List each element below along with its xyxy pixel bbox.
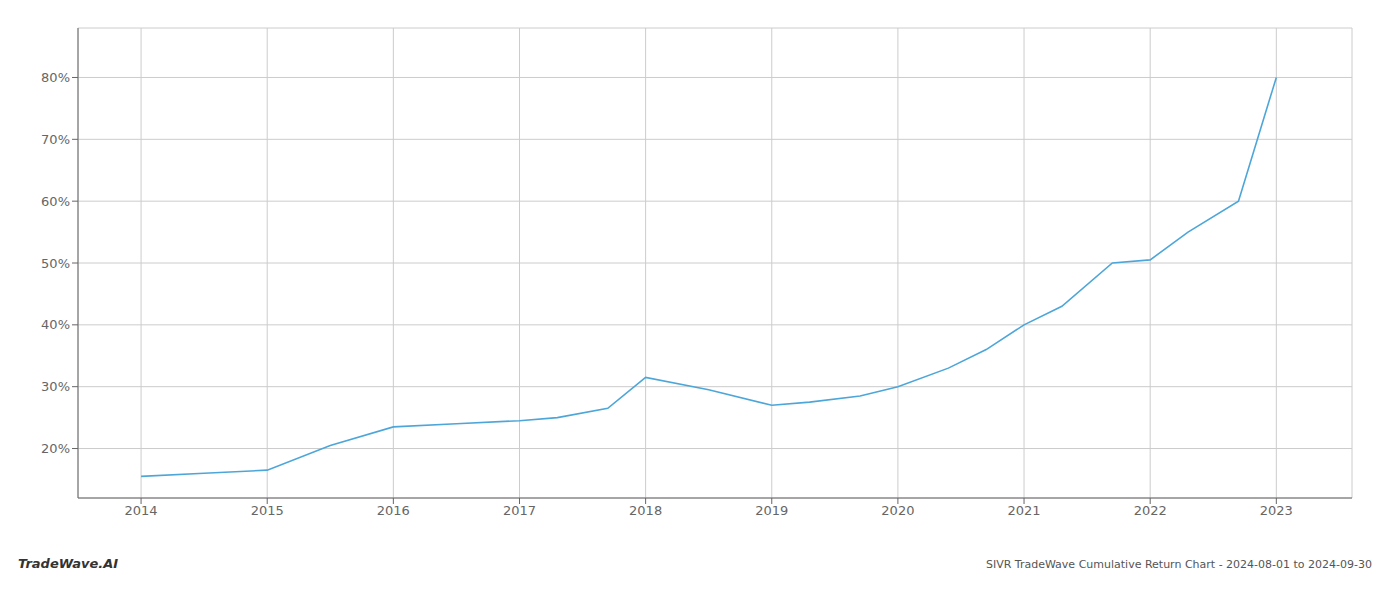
- html-text:SIVR TradeWave Cumulative Retu: SIVR TradeWave Cumulative Return Chart -…: [985, 558, 1372, 571]
- svg-text:60%: 60%: [41, 194, 70, 209]
- svg-text:2023: 2023: [1260, 503, 1293, 518]
- svg-text:20%: 20%: [41, 441, 70, 456]
- svg-text:2015: 2015: [251, 503, 284, 518]
- svg-text:2021: 2021: [1007, 503, 1040, 518]
- svg-text:2020: 2020: [881, 503, 914, 518]
- svg-text:70%: 70%: [41, 132, 70, 147]
- svg-text:80%: 80%: [41, 70, 70, 85]
- svg-text:2022: 2022: [1134, 503, 1167, 518]
- svg-text:2016: 2016: [377, 503, 410, 518]
- svg-text:2014: 2014: [125, 503, 158, 518]
- svg-text:50%: 50%: [41, 256, 70, 271]
- svg-text:2018: 2018: [629, 503, 662, 518]
- svg-text:30%: 30%: [41, 379, 70, 394]
- svg-text:40%: 40%: [41, 317, 70, 332]
- svg-text:2019: 2019: [755, 503, 788, 518]
- svg-text:2017: 2017: [503, 503, 536, 518]
- html-text:TradeWave.AI: TradeWave.AI: [18, 556, 119, 571]
